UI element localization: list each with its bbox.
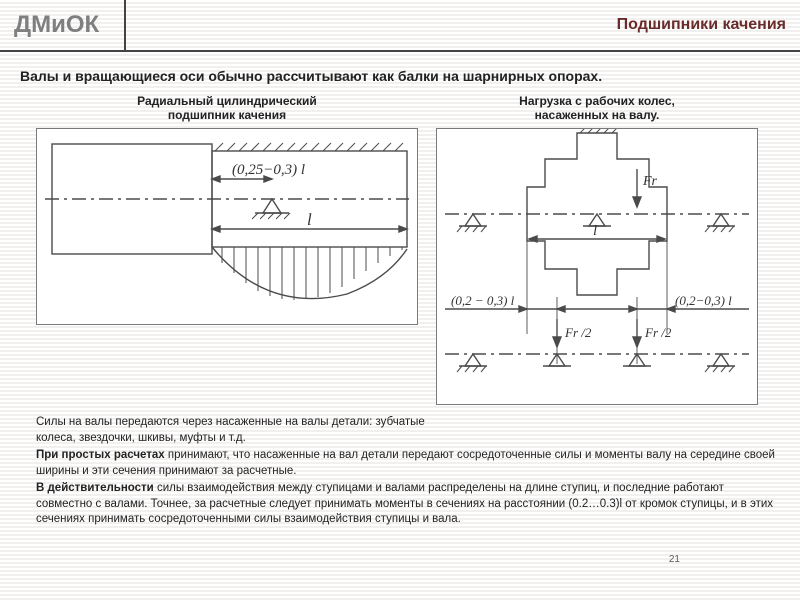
subtitle: Валы и вращающиеся оси обычно рассчитыва… — [0, 52, 800, 90]
svg-text:l: l — [307, 210, 312, 229]
para-2: При простых расчетах принимают, что наса… — [36, 448, 780, 479]
figure-1-box: (0,25−0,3) l l — [36, 128, 418, 325]
header: ДМиОК Подшипники качения — [0, 0, 800, 52]
figure-2: Нагрузка с рабочих колес, насаженных на … — [436, 94, 758, 405]
topic: Подшипники качения — [617, 16, 800, 34]
body-text: Силы на валы передаются через насаженные… — [0, 405, 800, 528]
svg-text:Fr /2: Fr /2 — [564, 325, 592, 340]
svg-text:Fr: Fr — [642, 174, 658, 189]
svg-text:Fr /2: Fr /2 — [644, 325, 672, 340]
figure-1: Радиальный цилиндрический подшипник каче… — [36, 94, 418, 405]
figures-row: Радиальный цилиндрический подшипник каче… — [0, 90, 800, 405]
figure-1-label: Радиальный цилиндрический подшипник каче… — [137, 94, 317, 122]
logo: ДМиОК — [0, 0, 126, 50]
para-1: Силы на валы передаются через насаженные… — [36, 415, 436, 446]
figure-2-label: Нагрузка с рабочих колес, насаженных на … — [519, 94, 675, 122]
svg-text:l: l — [593, 223, 597, 239]
figure-2-box: Fr l (0,2 − 0,3) l (0,2−0,3) l Fr /2 Fr … — [436, 128, 758, 405]
svg-text:(0,2 − 0,3) l: (0,2 − 0,3) l — [451, 293, 515, 308]
page-number: 21 — [669, 554, 680, 565]
para-3: В действительности силы взаимодействия м… — [36, 481, 780, 528]
svg-text:(0,25−0,3) l: (0,25−0,3) l — [232, 162, 305, 178]
svg-text:(0,2−0,3) l: (0,2−0,3) l — [675, 293, 732, 308]
